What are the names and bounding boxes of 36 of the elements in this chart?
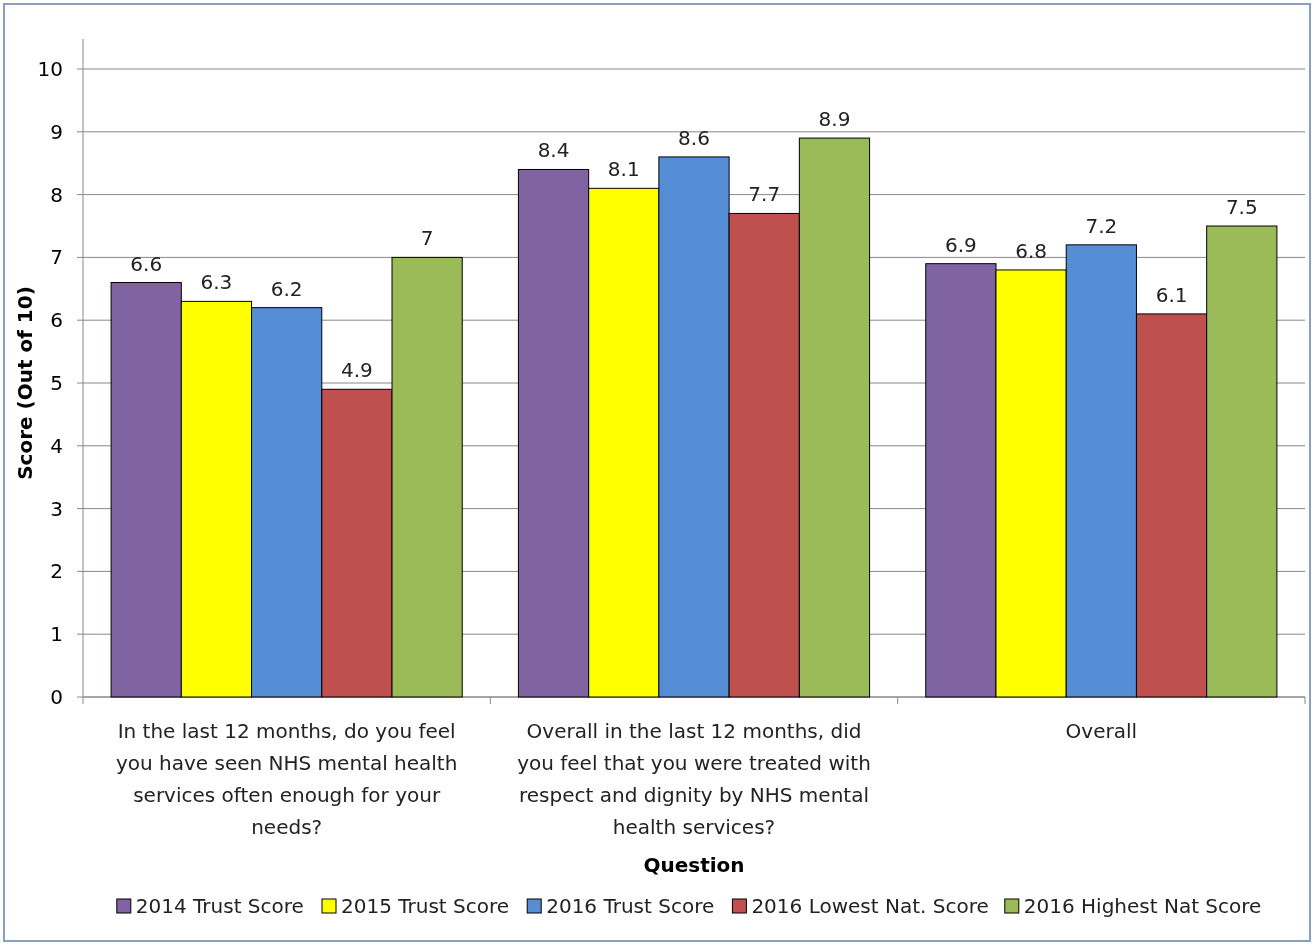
data-label: 8.1 xyxy=(607,157,640,182)
data-label: 7.7 xyxy=(748,182,781,207)
data-label: 6.3 xyxy=(200,270,233,295)
legend-label: 2015 Trust Score xyxy=(341,894,510,918)
y-tick-label: 7 xyxy=(50,245,63,270)
y-tick-label: 2 xyxy=(50,559,63,584)
x-axis-title: Question xyxy=(643,853,745,877)
data-label: 7.2 xyxy=(1085,213,1118,238)
y-tick-label: 1 xyxy=(50,622,63,647)
data-label: 6.1 xyxy=(1155,282,1188,307)
data-label: 8.4 xyxy=(537,138,570,163)
data-label: 7 xyxy=(420,226,434,251)
x-tick-label: In the last 12 months, do you feel you have seen NHS mental health services often enough for your needs? xyxy=(115,719,458,839)
y-tick-label: 5 xyxy=(50,371,63,395)
data-label: 6.9 xyxy=(944,232,977,257)
data-label: 4.9 xyxy=(340,358,373,383)
data-label: 6.6 xyxy=(130,251,163,276)
y-tick-label: 3 xyxy=(50,496,63,521)
legend-label: 2016 Trust Score xyxy=(546,894,715,918)
legend-label: 2014 Trust Score xyxy=(135,894,304,918)
x-tick-label: Overall in the last 12 months, did you feel that you were treated with respect and dignity by NHS mental health services? xyxy=(517,719,871,839)
data-label: 8.9 xyxy=(818,107,851,132)
legend-label: 2016 Highest Nat Score xyxy=(1023,894,1262,918)
y-tick-label: 9 xyxy=(50,119,63,144)
y-axis-title: Score (Out of 10) xyxy=(13,286,37,480)
data-label: 6.8 xyxy=(1015,238,1048,263)
data-label: 7.5 xyxy=(1225,195,1258,219)
x-tick-label: Overall xyxy=(1065,719,1138,743)
data-label: 6.2 xyxy=(270,276,303,301)
y-tick-label: 6 xyxy=(50,308,63,333)
y-tick-label: 4 xyxy=(50,433,63,458)
legend-label: 2016 Lowest Nat. Score xyxy=(751,894,989,918)
y-tick-label: 8 xyxy=(50,182,63,207)
data-label: 8.6 xyxy=(678,125,710,150)
y-tick-label: 10 xyxy=(37,57,63,81)
y-tick-label: 0 xyxy=(50,685,63,709)
